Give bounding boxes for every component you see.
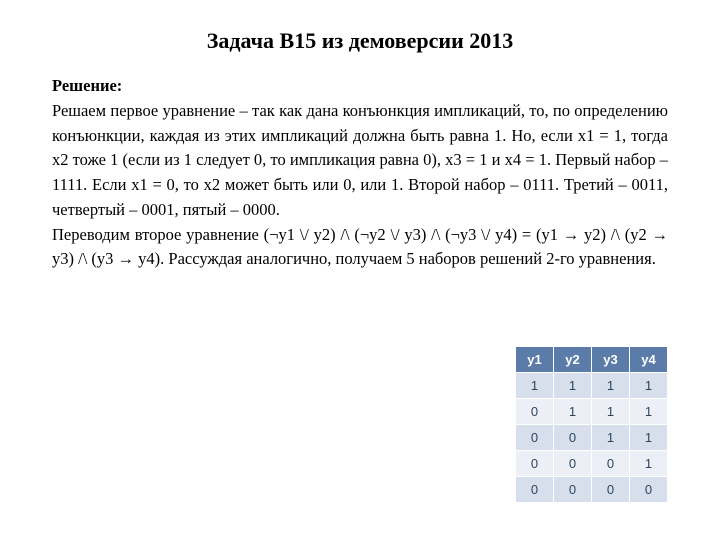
table-header-row: y1 y2 y3 y4 bbox=[516, 347, 668, 373]
table-header: y3 bbox=[592, 347, 630, 373]
table-cell: 1 bbox=[630, 451, 668, 477]
page-title: Задача B15 из демоверсии 2013 bbox=[52, 28, 668, 54]
table-header: y1 bbox=[516, 347, 554, 373]
table-cell: 0 bbox=[554, 425, 592, 451]
truth-table: y1 y2 y3 y4 1 1 1 1 0 1 1 1 0 0 1 bbox=[515, 346, 668, 503]
table-cell: 0 bbox=[630, 477, 668, 503]
table-header: y4 bbox=[630, 347, 668, 373]
table-cell: 0 bbox=[516, 425, 554, 451]
table-row: 1 1 1 1 bbox=[516, 373, 668, 399]
table-cell: 0 bbox=[516, 399, 554, 425]
table-cell: 1 bbox=[592, 425, 630, 451]
table-cell: 1 bbox=[592, 373, 630, 399]
table-row: 0 0 0 1 bbox=[516, 451, 668, 477]
table-row: 0 0 1 1 bbox=[516, 425, 668, 451]
solution-label: Решение: bbox=[52, 76, 122, 95]
table-cell: 1 bbox=[630, 373, 668, 399]
table-row: 0 0 0 0 bbox=[516, 477, 668, 503]
table-cell: 1 bbox=[592, 399, 630, 425]
table-cell: 1 bbox=[516, 373, 554, 399]
table-cell: 0 bbox=[592, 451, 630, 477]
table-cell: 0 bbox=[516, 477, 554, 503]
table-cell: 0 bbox=[592, 477, 630, 503]
table-cell: 1 bbox=[630, 399, 668, 425]
content-body: Решение: Решаем первое уравнение – так к… bbox=[52, 74, 668, 272]
table-row: 0 1 1 1 bbox=[516, 399, 668, 425]
paragraph-2: Переводим второе уравнение (¬y1 \/ y2) /… bbox=[52, 225, 668, 269]
table-cell: 0 bbox=[516, 451, 554, 477]
table-cell: 0 bbox=[554, 451, 592, 477]
paragraph-1: Решаем первое уравнение – так как дана к… bbox=[52, 101, 668, 219]
table-cell: 0 bbox=[554, 477, 592, 503]
table-cell: 1 bbox=[554, 399, 592, 425]
table-header: y2 bbox=[554, 347, 592, 373]
table-cell: 1 bbox=[554, 373, 592, 399]
table-cell: 1 bbox=[630, 425, 668, 451]
